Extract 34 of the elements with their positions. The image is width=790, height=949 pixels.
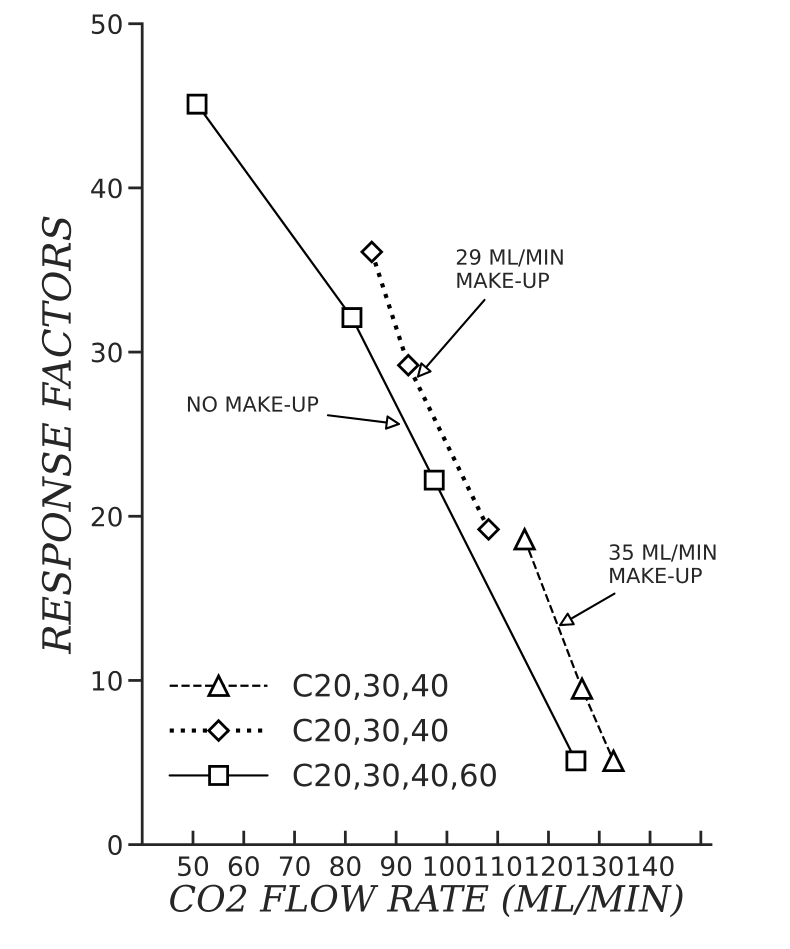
point — [514, 528, 536, 550]
x-tick-label: 110 — [475, 856, 522, 876]
annotation: 29 ML/MIN MAKE-UP — [456, 249, 563, 288]
annotation: 35 ML/MIN MAKE-UP — [610, 544, 716, 584]
point — [186, 94, 208, 115]
point — [602, 750, 625, 772]
legend-label: C20,30,40 — [294, 718, 448, 745]
x-tick-label: 60 — [228, 856, 259, 876]
x-axis-title: CO2 FLOW RATE (ML/MIN) — [170, 884, 682, 918]
x-tick-label: 70 — [280, 856, 310, 876]
legend-label: C20,30,40 — [294, 674, 448, 700]
annotation: NO MAKE-UP — [188, 396, 318, 412]
x-tick-label: 130 — [576, 856, 623, 876]
x-tick-label: 140 — [628, 856, 674, 876]
point — [570, 678, 594, 700]
legend-label: C20,30,40,60 — [294, 763, 496, 790]
point — [342, 307, 362, 328]
x-tick-label: 50 — [178, 856, 208, 876]
point — [477, 518, 500, 541]
y-axis-title: RESPONSE FACTORS — [42, 216, 72, 654]
x-tick-label: 100 — [424, 856, 470, 876]
x-tick-label: 90 — [381, 856, 412, 876]
y-tick-label: 40 — [91, 178, 122, 198]
point — [397, 354, 420, 376]
y-tick-label: 10 — [92, 670, 122, 691]
y-tick-label: 20 — [92, 506, 122, 527]
y-tick-label: 30 — [92, 342, 122, 362]
y-tick-label: 0 — [108, 835, 122, 856]
point — [424, 470, 445, 491]
y-tick-label: 50 — [92, 14, 122, 34]
x-tick-label: 120 — [526, 856, 572, 876]
point — [565, 750, 586, 772]
x-tick-label: 80 — [330, 856, 360, 876]
point — [360, 240, 383, 264]
